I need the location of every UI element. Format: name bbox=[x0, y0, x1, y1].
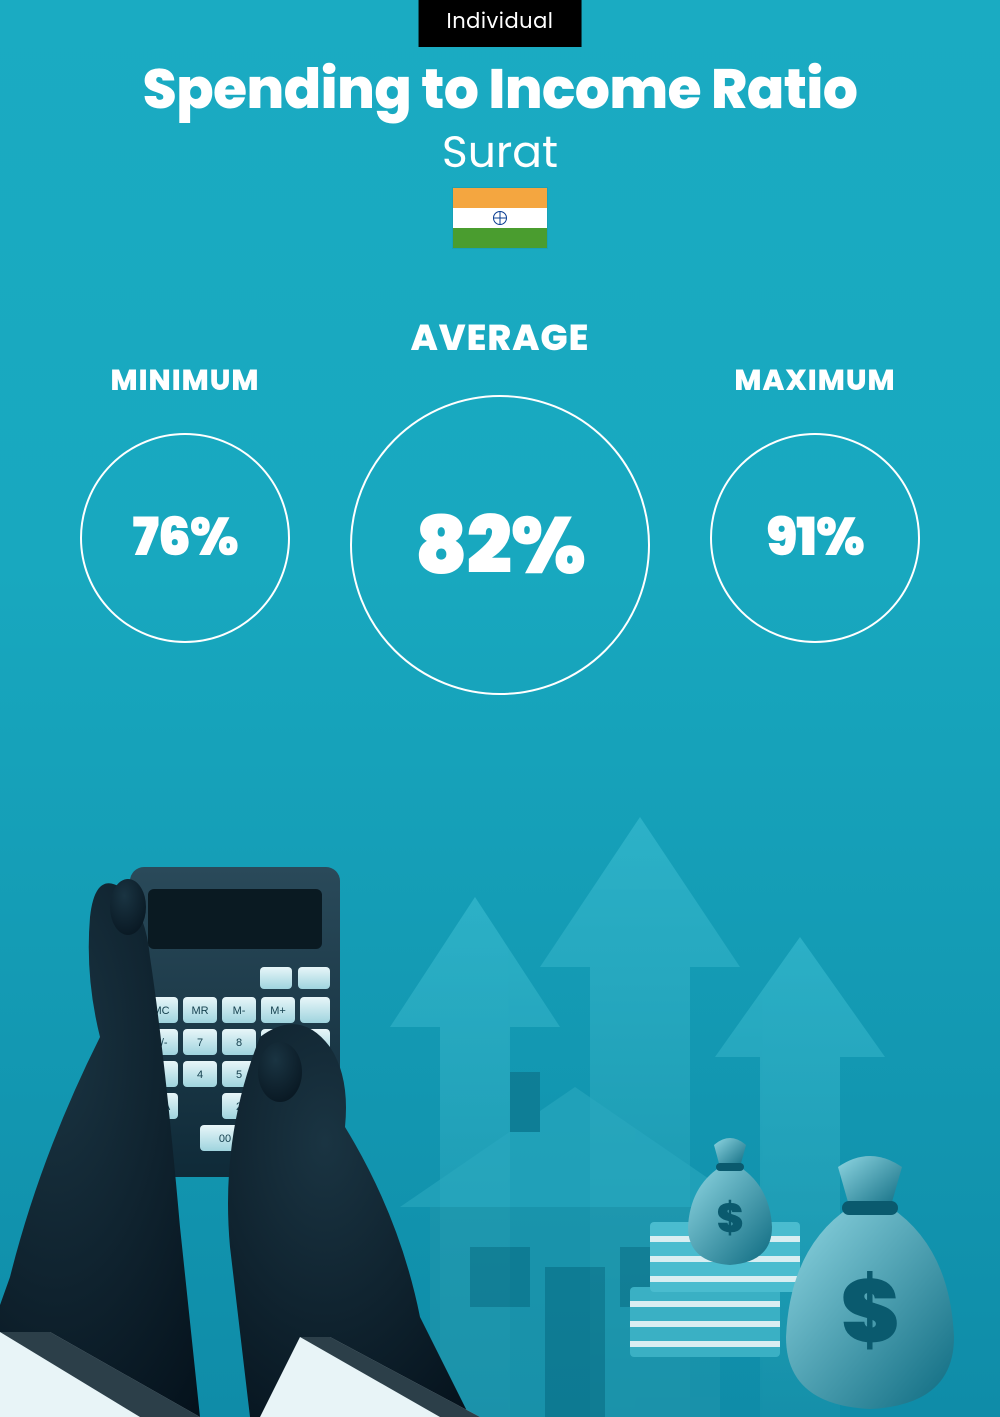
stat-minimum-label: MINIMUM bbox=[110, 360, 259, 403]
svg-text:M-: M- bbox=[233, 1005, 246, 1017]
svg-text:4: 4 bbox=[197, 1069, 203, 1081]
flag-stripe-white bbox=[453, 208, 547, 228]
stat-average: AVERAGE 82% bbox=[350, 310, 650, 695]
flag-stripe-green bbox=[453, 228, 547, 248]
stat-minimum: MINIMUM 76% bbox=[80, 360, 290, 643]
svg-text:$: $ bbox=[717, 1190, 744, 1246]
svg-text:$: $ bbox=[841, 1250, 900, 1373]
svg-text:7: 7 bbox=[197, 1037, 203, 1049]
bottom-illustration: $ $ MC bbox=[0, 777, 1000, 1417]
category-badge: Individual bbox=[419, 0, 582, 47]
stat-average-value: 82% bbox=[415, 485, 585, 605]
infographic-page: Individual Spending to Income Ratio Sura… bbox=[0, 0, 1000, 1417]
stat-minimum-circle: 76% bbox=[80, 433, 290, 643]
svg-text:MR: MR bbox=[191, 1005, 208, 1017]
page-title: Spending to Income Ratio bbox=[0, 48, 1000, 131]
stat-minimum-value: 76% bbox=[132, 499, 237, 577]
stat-maximum-circle: 91% bbox=[710, 433, 920, 643]
category-badge-label: Individual bbox=[447, 7, 554, 36]
india-flag-icon bbox=[453, 188, 547, 248]
page-subtitle: Surat bbox=[0, 120, 1000, 185]
stats-row: MINIMUM 76% AVERAGE 82% MAXIMUM 91% bbox=[0, 310, 1000, 695]
ashoka-chakra-icon bbox=[493, 211, 507, 225]
svg-text:M+: M+ bbox=[270, 1005, 286, 1017]
stat-average-label: AVERAGE bbox=[411, 310, 590, 365]
stat-maximum-label: MAXIMUM bbox=[734, 360, 895, 403]
svg-text:5: 5 bbox=[236, 1069, 242, 1081]
stat-maximum-value: 91% bbox=[766, 499, 864, 577]
stat-average-circle: 82% bbox=[350, 395, 650, 695]
stat-maximum: MAXIMUM 91% bbox=[710, 360, 920, 643]
flag-stripe-saffron bbox=[453, 188, 547, 208]
svg-text:8: 8 bbox=[236, 1037, 242, 1049]
svg-text:00: 00 bbox=[219, 1133, 231, 1145]
